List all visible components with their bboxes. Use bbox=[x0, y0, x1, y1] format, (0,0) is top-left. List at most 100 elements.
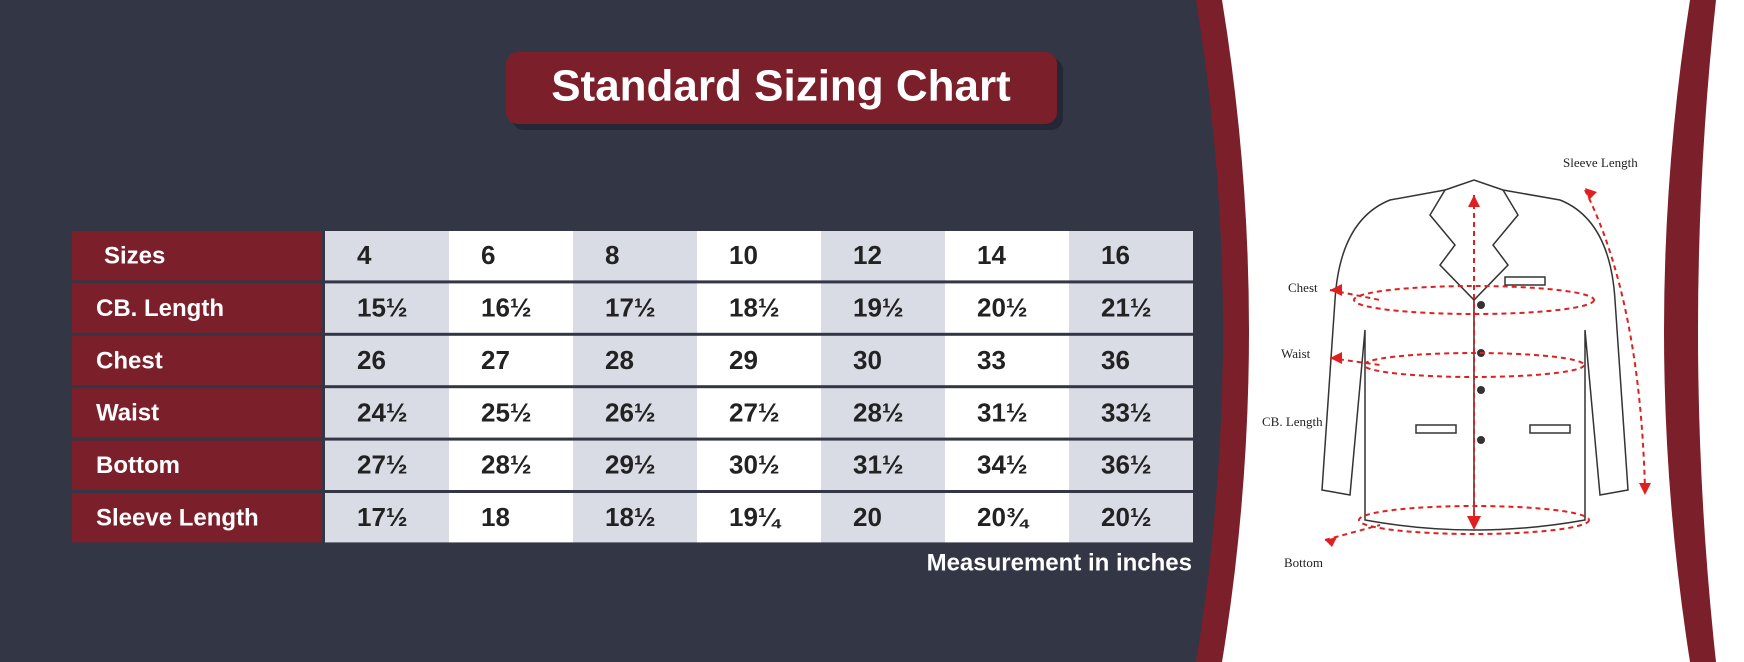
diagram-label: Sleeve Length bbox=[1563, 155, 1638, 170]
diagram-label: Chest bbox=[1288, 280, 1318, 295]
value-cell bbox=[821, 335, 945, 386]
row-label-cell bbox=[72, 440, 322, 490]
value-cell bbox=[573, 493, 697, 543]
value: 24½ bbox=[357, 397, 408, 427]
value-cell bbox=[573, 335, 697, 386]
value: 20 bbox=[853, 502, 882, 532]
value-cell bbox=[821, 388, 945, 438]
value: 31½ bbox=[853, 450, 904, 480]
value: 29½ bbox=[605, 450, 656, 480]
value-cell bbox=[1069, 231, 1193, 281]
value: 33 bbox=[977, 345, 1006, 375]
value: 19½ bbox=[853, 292, 904, 322]
value-cell bbox=[1069, 388, 1193, 438]
row-label-cell bbox=[72, 283, 322, 333]
value-cell bbox=[449, 440, 573, 490]
row-label: Bottom bbox=[96, 452, 180, 479]
size-header: 12 bbox=[853, 240, 882, 270]
value: 18½ bbox=[729, 292, 780, 322]
value-cell bbox=[697, 283, 821, 333]
value-cell bbox=[945, 335, 1069, 386]
value: 18 bbox=[481, 502, 510, 532]
value-cell bbox=[1069, 283, 1193, 333]
value: 25½ bbox=[481, 397, 532, 427]
value: 20½ bbox=[1101, 502, 1152, 532]
value-cell bbox=[697, 335, 821, 386]
value: 15½ bbox=[357, 292, 408, 322]
value-cell bbox=[449, 335, 573, 386]
value-cell bbox=[821, 440, 945, 490]
value-cell bbox=[821, 231, 945, 281]
value-cell bbox=[697, 440, 821, 490]
value-cell bbox=[573, 388, 697, 438]
row-label-cell bbox=[72, 335, 322, 386]
value-cell bbox=[325, 440, 449, 490]
row-label: Waist bbox=[96, 400, 159, 427]
row-label-cell bbox=[72, 388, 322, 438]
value-cell bbox=[821, 493, 945, 543]
value: 26 bbox=[357, 345, 386, 375]
size-header: 6 bbox=[481, 240, 495, 270]
value-cell bbox=[697, 388, 821, 438]
value: 30 bbox=[853, 345, 882, 375]
size-header: 8 bbox=[605, 240, 619, 270]
value-cell bbox=[697, 231, 821, 281]
value-cell bbox=[697, 493, 821, 543]
size-header: 10 bbox=[729, 240, 758, 270]
value: 20¾ bbox=[977, 502, 1030, 532]
size-header: 4 bbox=[357, 240, 372, 270]
value-cell bbox=[945, 231, 1069, 281]
value-cell bbox=[325, 335, 449, 386]
value-cell bbox=[449, 283, 573, 333]
title: Standard Sizing Chart bbox=[551, 62, 1011, 111]
panel bbox=[1222, 0, 1690, 662]
arrows bbox=[1325, 188, 1651, 547]
measure-lines bbox=[1324, 189, 1646, 541]
row-label: Sleeve Length bbox=[96, 505, 259, 532]
row-label-cell bbox=[72, 231, 322, 281]
value: 29 bbox=[729, 345, 758, 375]
header-label: Sizes bbox=[104, 243, 165, 270]
value: 20½ bbox=[977, 292, 1028, 322]
value-cell bbox=[945, 283, 1069, 333]
row-label: CB. Length bbox=[96, 295, 224, 322]
value: 17½ bbox=[357, 502, 408, 532]
title-banner bbox=[506, 52, 1057, 124]
value: 27½ bbox=[729, 397, 780, 427]
value-cell bbox=[573, 283, 697, 333]
value-cell bbox=[325, 388, 449, 438]
value-cell bbox=[1069, 440, 1193, 490]
value: 21½ bbox=[1101, 292, 1152, 322]
value: 28½ bbox=[853, 397, 904, 427]
diagram-label: Bottom bbox=[1284, 555, 1323, 570]
value: 31½ bbox=[977, 397, 1028, 427]
row-label-cell bbox=[72, 493, 322, 543]
value: 34½ bbox=[977, 450, 1028, 480]
size-header: 14 bbox=[977, 240, 1006, 270]
value: 36 bbox=[1101, 345, 1130, 375]
value: 19¼ bbox=[729, 502, 782, 532]
row-label: Chest bbox=[96, 347, 163, 374]
value: 28½ bbox=[481, 450, 532, 480]
note: Measurement in inches bbox=[927, 549, 1192, 576]
size-header: 16 bbox=[1101, 240, 1130, 270]
value-cell bbox=[325, 231, 449, 281]
value-cell bbox=[573, 231, 697, 281]
value-cell bbox=[1069, 493, 1193, 543]
value: 17½ bbox=[605, 292, 656, 322]
diagram-labels: Sleeve Length Chest Waist CB. Length Bottom bbox=[1262, 155, 1638, 570]
value-cell bbox=[449, 231, 573, 281]
value: 26½ bbox=[605, 397, 656, 427]
diagram-label: CB. Length bbox=[1262, 414, 1323, 429]
value-cell bbox=[573, 440, 697, 490]
value-cell bbox=[1069, 335, 1193, 386]
value: 16½ bbox=[481, 292, 532, 322]
value: 27 bbox=[481, 345, 510, 375]
value-cell bbox=[945, 440, 1069, 490]
value-cell bbox=[449, 493, 573, 543]
value: 18½ bbox=[605, 502, 656, 532]
value-cell bbox=[945, 388, 1069, 438]
value-cell bbox=[325, 493, 449, 543]
value: 30½ bbox=[729, 450, 780, 480]
